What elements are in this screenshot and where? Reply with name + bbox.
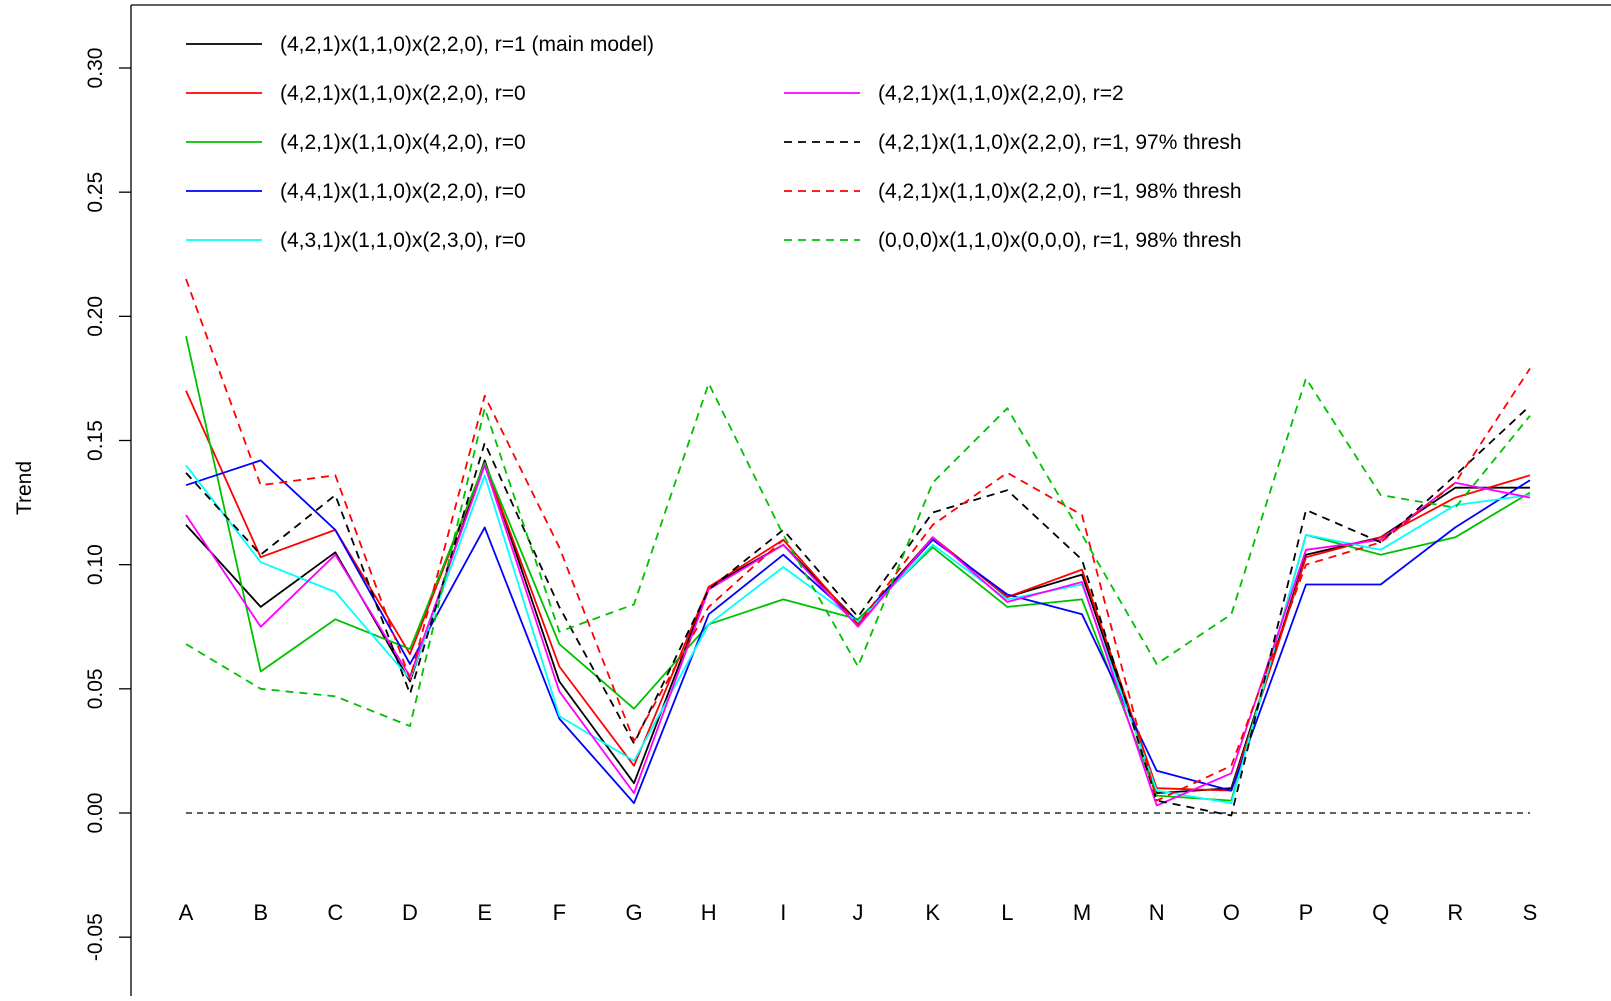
y-tick-label: -0.05	[84, 913, 107, 961]
y-tick-label: 0.05	[84, 668, 107, 709]
x-category-label: O	[1223, 900, 1240, 925]
x-category-label: J	[853, 900, 864, 925]
y-axis: -0.05 0.00 0.05 0.10 0.15 0.20 0.25 0.30	[84, 48, 131, 961]
x-category-label: L	[1001, 900, 1013, 925]
x-category-label: A	[179, 900, 194, 925]
x-category-label: H	[701, 900, 717, 925]
x-category-label: E	[477, 900, 492, 925]
x-category-label: R	[1447, 900, 1463, 925]
x-category-label: S	[1523, 900, 1538, 925]
x-category-label: K	[925, 900, 940, 925]
x-category-label: D	[402, 900, 418, 925]
x-category-label: N	[1149, 900, 1165, 925]
x-category-label: P	[1299, 900, 1314, 925]
y-tick-label: 0.15	[84, 420, 107, 461]
x-category-label: Q	[1372, 900, 1389, 925]
y-tick-label: 0.20	[84, 296, 107, 337]
y-tick-label: 0.30	[84, 48, 107, 89]
series-lines	[185, 278, 1531, 817]
legend-entry-label: (4,2,1)x(1,1,0)x(2,2,0), r=1, 98% thresh	[878, 180, 1242, 203]
legend-entry-label: (4,2,1)x(1,1,0)x(2,2,0), r=1, 97% thresh	[878, 131, 1242, 154]
legend-entry-label: (4,2,1)x(1,1,0)x(4,2,0), r=0	[280, 131, 526, 154]
x-category-label: B	[253, 900, 268, 925]
y-axis-title: Trend	[13, 461, 36, 515]
x-category-label: I	[780, 900, 786, 925]
x-category-label: G	[625, 900, 642, 925]
legend-entry-label: (4,2,1)x(1,1,0)x(2,2,0), r=2	[878, 82, 1124, 105]
y-tick-label: 0.10	[84, 544, 107, 585]
legend: (4,2,1)x(1,1,0)x(2,2,0), r=1 (main model…	[186, 33, 1242, 252]
x-category-label: C	[327, 900, 343, 925]
y-tick-label: 0.00	[84, 793, 107, 834]
x-axis-labels: A B C D E F G H I J K L M N O P Q R S	[179, 900, 1538, 925]
series-line-9	[185, 377, 1531, 727]
x-category-label: F	[553, 900, 566, 925]
series-line-8	[185, 278, 1531, 802]
legend-entry-label: (4,4,1)x(1,1,0)x(2,2,0), r=0	[280, 180, 526, 203]
legend-entry-label: (0,0,0)x(1,1,0)x(0,0,0), r=1, 98% thresh	[878, 229, 1242, 252]
legend-entry-label: (4,2,1)x(1,1,0)x(2,2,0), r=1 (main model…	[280, 33, 654, 56]
plot-frame	[130, 4, 1611, 996]
legend-entry-label: (4,3,1)x(1,1,0)x(2,3,0), r=0	[280, 229, 526, 252]
legend-entry-label: (4,2,1)x(1,1,0)x(2,2,0), r=0	[280, 82, 526, 105]
y-tick-label: 0.25	[84, 172, 107, 213]
x-category-label: M	[1073, 900, 1091, 925]
